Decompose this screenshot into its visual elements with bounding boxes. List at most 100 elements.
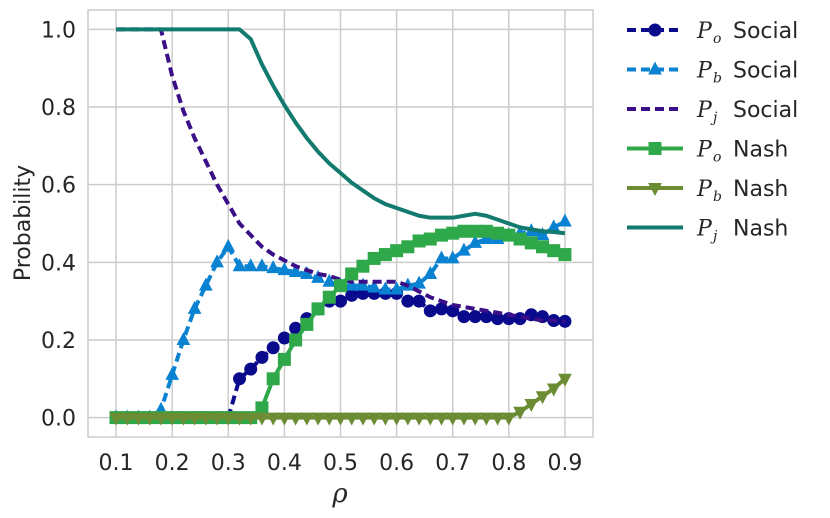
data-point xyxy=(479,412,494,426)
data-point xyxy=(412,412,426,426)
data-point xyxy=(434,250,449,264)
data-point xyxy=(390,244,404,258)
data-point xyxy=(558,314,572,328)
x-tick-label: 0.1 xyxy=(99,451,134,476)
legend-label: Social xyxy=(733,59,798,84)
legend-label: Social xyxy=(733,98,798,123)
data-point xyxy=(412,294,426,308)
data-point xyxy=(401,294,415,308)
data-point xyxy=(300,317,314,331)
x-tick-label: 0.2 xyxy=(155,451,190,476)
x-axis-label: ρ xyxy=(331,479,348,509)
data-point xyxy=(187,412,202,426)
data-point xyxy=(187,300,202,314)
data-point xyxy=(255,401,269,415)
data-point xyxy=(255,258,269,272)
data-point xyxy=(266,341,280,355)
data-point xyxy=(536,240,549,254)
legend-subscript: b xyxy=(713,71,722,87)
data-point xyxy=(311,302,325,316)
data-point xyxy=(288,264,303,278)
legend-label: Social xyxy=(733,19,798,44)
data-point xyxy=(401,240,415,254)
data-point xyxy=(524,236,538,250)
legend-symbol: P xyxy=(696,59,713,84)
data-point xyxy=(389,412,404,426)
data-point xyxy=(468,310,482,324)
legend-marker xyxy=(648,61,662,75)
data-point xyxy=(243,258,258,272)
data-point xyxy=(502,228,516,242)
data-point xyxy=(232,258,247,272)
x-tick-label: 0.9 xyxy=(547,451,582,476)
data-point xyxy=(457,242,471,256)
data-point xyxy=(423,304,437,318)
data-point xyxy=(367,251,381,265)
data-point xyxy=(513,406,527,420)
data-point xyxy=(378,281,393,295)
data-point xyxy=(199,277,213,291)
data-point xyxy=(277,352,291,366)
data-point xyxy=(378,248,392,262)
data-point xyxy=(333,412,348,426)
data-point xyxy=(524,399,539,412)
data-point xyxy=(479,224,493,238)
data-point xyxy=(367,412,381,426)
x-tick-label: 0.4 xyxy=(267,451,302,476)
data-point xyxy=(243,412,258,426)
data-point xyxy=(120,412,135,426)
data-point xyxy=(221,412,236,426)
legend-marker xyxy=(648,23,662,37)
data-point xyxy=(255,350,269,364)
data-point xyxy=(266,412,280,426)
x-tick-label: 0.3 xyxy=(211,451,246,476)
legend-marker xyxy=(648,183,662,196)
series-line xyxy=(116,27,566,236)
data-point xyxy=(356,412,370,426)
x-tick-label: 0.5 xyxy=(323,451,358,476)
data-point xyxy=(221,238,236,252)
data-point xyxy=(457,224,471,238)
tick-labels: 0.1 0.2 0.3 0.4 0.5 0.6 0.7 0.8 0.9 0.0 0.2 0.4 0.6 0… xyxy=(41,18,582,476)
data-point xyxy=(558,373,572,387)
data-point xyxy=(289,333,303,347)
data-point xyxy=(468,234,482,248)
data-point xyxy=(142,412,157,426)
data-point xyxy=(165,366,179,380)
data-point xyxy=(445,412,460,426)
y-tick-label: 0.8 xyxy=(41,96,76,121)
data-point xyxy=(468,224,482,238)
data-point xyxy=(412,275,426,289)
data-point xyxy=(479,231,494,245)
data-point xyxy=(311,269,325,283)
data-point xyxy=(546,383,561,397)
data-point xyxy=(131,412,146,426)
data-point xyxy=(322,273,337,287)
legend-label: Nash xyxy=(733,138,788,163)
y-tick-label: 0.6 xyxy=(41,174,76,199)
data-point xyxy=(233,372,246,386)
data-point xyxy=(547,244,561,258)
data-point xyxy=(176,331,191,345)
legend-label: Nash xyxy=(733,217,788,242)
data-point xyxy=(109,412,123,426)
data-point xyxy=(210,412,224,426)
data-point xyxy=(434,412,449,426)
data-point xyxy=(389,281,404,295)
data-point xyxy=(255,412,269,426)
data-point xyxy=(288,412,303,426)
y-axis-label: Probability xyxy=(11,165,36,281)
legend-subscript: o xyxy=(713,31,721,47)
data-point xyxy=(490,412,505,426)
legend-symbol: P xyxy=(696,98,713,123)
data-point xyxy=(344,412,359,426)
data-point xyxy=(513,232,527,246)
legend-marker xyxy=(648,142,662,155)
